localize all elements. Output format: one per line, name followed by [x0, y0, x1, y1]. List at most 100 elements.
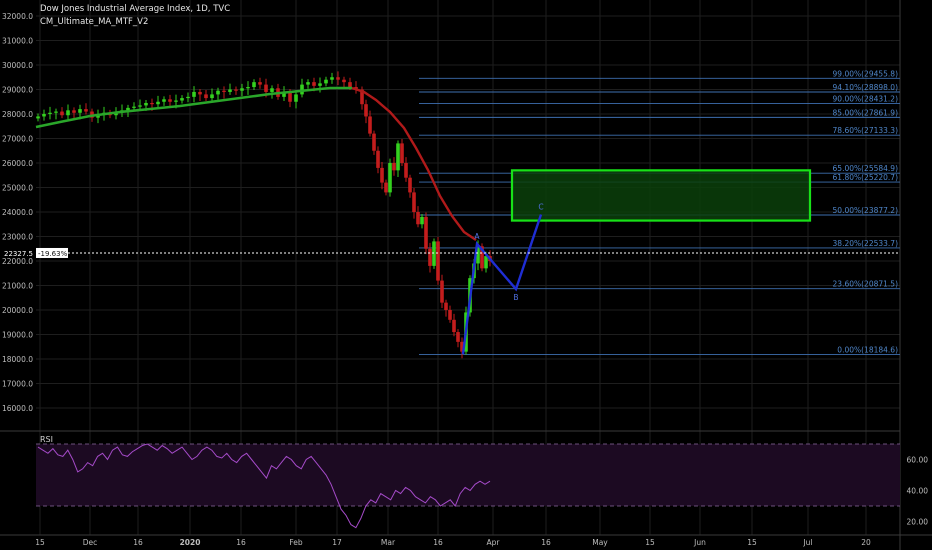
x-tick-label: Dec — [83, 538, 98, 547]
rsi-band — [36, 443, 900, 507]
candle-body — [294, 94, 298, 102]
rsi-tick-label: 60.00 — [907, 456, 929, 465]
candle-body — [456, 332, 460, 342]
y-tick-label: 24000.0 — [2, 208, 33, 217]
y-tick-label: 22000.0 — [2, 257, 33, 266]
y-tick-label: 26000.0 — [2, 159, 33, 168]
candle-body — [408, 177, 412, 193]
candle-body — [460, 341, 464, 352]
moving-average — [35, 86, 477, 241]
fib-label: 85.00%(27861.9) — [833, 108, 899, 117]
candle-body — [162, 99, 166, 102]
pattern-point-b: B — [513, 293, 518, 302]
x-tick-label: 20 — [861, 538, 871, 547]
candle-body — [448, 310, 452, 320]
fib-label: 0.00%(18184.6) — [837, 345, 898, 354]
candle-body — [424, 216, 428, 249]
y-tick-label: 21000.0 — [2, 282, 33, 291]
candle-body — [348, 82, 352, 88]
y-tick-label: 18000.0 — [2, 355, 33, 364]
candle-body — [48, 112, 52, 114]
x-tick-label: Mar — [381, 538, 396, 547]
candle-body — [360, 89, 364, 105]
pattern-point-a: A — [474, 232, 480, 241]
candle-body — [368, 116, 372, 134]
candle-body — [364, 104, 368, 117]
candle-body — [388, 163, 392, 193]
rsi-tick-label: 40.00 — [907, 487, 929, 496]
rsi-background — [36, 444, 900, 506]
candle-body — [404, 163, 408, 178]
candle-body — [126, 107, 130, 111]
candle-body — [192, 91, 196, 97]
candle-body — [42, 114, 46, 117]
indicator-name: CM_Ultimate_MA_MTF_V2 — [40, 17, 149, 27]
candle-body — [252, 82, 256, 88]
candle-body — [452, 319, 456, 333]
fib-label: 50.00%(23877.2) — [833, 206, 899, 215]
candle-body — [258, 82, 262, 85]
ma-line-down — [351, 86, 477, 241]
y-tick-label: 19000.0 — [2, 331, 33, 340]
fib-label: 94.10%(28898.0) — [833, 83, 899, 92]
candle-body — [432, 241, 436, 266]
rsi-line — [37, 443, 491, 529]
candle-body — [60, 111, 64, 116]
y-tick-label: 20000.0 — [2, 306, 33, 315]
candle-body — [306, 82, 310, 85]
fib-label: 61.80%(25220.7) — [833, 173, 899, 182]
y-tick-label: 29000.0 — [2, 86, 33, 95]
x-tick-label: Apr — [487, 538, 501, 547]
y-tick-label: 32000.0 — [2, 12, 33, 21]
x-tick-label: 15 — [35, 538, 45, 547]
candle-body — [312, 82, 316, 86]
x-tick-label: 15 — [645, 538, 655, 547]
abc-pattern: A B C — [461, 202, 544, 355]
candle-body — [318, 83, 322, 86]
candle-body — [396, 143, 400, 171]
candle-body — [84, 109, 88, 112]
candle-body — [380, 167, 384, 183]
candle-body — [54, 111, 58, 113]
x-tick-label: Feb — [289, 538, 303, 547]
candle-body — [444, 302, 448, 310]
candle-body — [246, 87, 250, 89]
fib-label: 23.60%(20871.5) — [833, 280, 899, 289]
candle-body — [412, 192, 416, 212]
x-tick-label: 16 — [541, 538, 551, 547]
y-tick-label: 27000.0 — [2, 135, 33, 144]
candle-body — [476, 246, 480, 264]
candle-body — [392, 163, 396, 171]
candle-body — [66, 110, 70, 116]
candle-body — [186, 96, 190, 99]
chart-title: Dow Jones Industrial Average Index, 1D, … — [40, 4, 231, 14]
candle-body — [222, 90, 226, 92]
candle-body — [150, 102, 154, 105]
candle-body — [282, 91, 286, 97]
y-tick-label: 28000.0 — [2, 110, 33, 119]
pattern-line — [461, 214, 543, 355]
candle-body — [210, 94, 214, 99]
y-tick-label: 25000.0 — [2, 184, 33, 193]
candle-body — [416, 212, 420, 225]
candle-body — [480, 246, 484, 269]
candle-body — [330, 77, 334, 80]
candle-body — [384, 182, 388, 193]
candle-body — [198, 91, 202, 95]
fib-label: 65.00%(25584.9) — [833, 164, 899, 173]
candle-body — [372, 133, 376, 151]
rsi-label: RSI — [40, 435, 53, 444]
candle-body — [428, 248, 432, 266]
candle-body — [240, 88, 244, 91]
x-tick-label: Jul — [802, 538, 812, 547]
candle-body — [204, 94, 208, 99]
candle-body — [288, 91, 292, 102]
x-tick-label: 17 — [332, 538, 342, 547]
candle-body — [342, 79, 346, 83]
candle-body — [174, 100, 178, 102]
candle-body — [132, 106, 136, 108]
y-tick-label: 31000.0 — [2, 37, 33, 46]
candle-body — [234, 89, 238, 91]
candle-body — [436, 241, 440, 281]
